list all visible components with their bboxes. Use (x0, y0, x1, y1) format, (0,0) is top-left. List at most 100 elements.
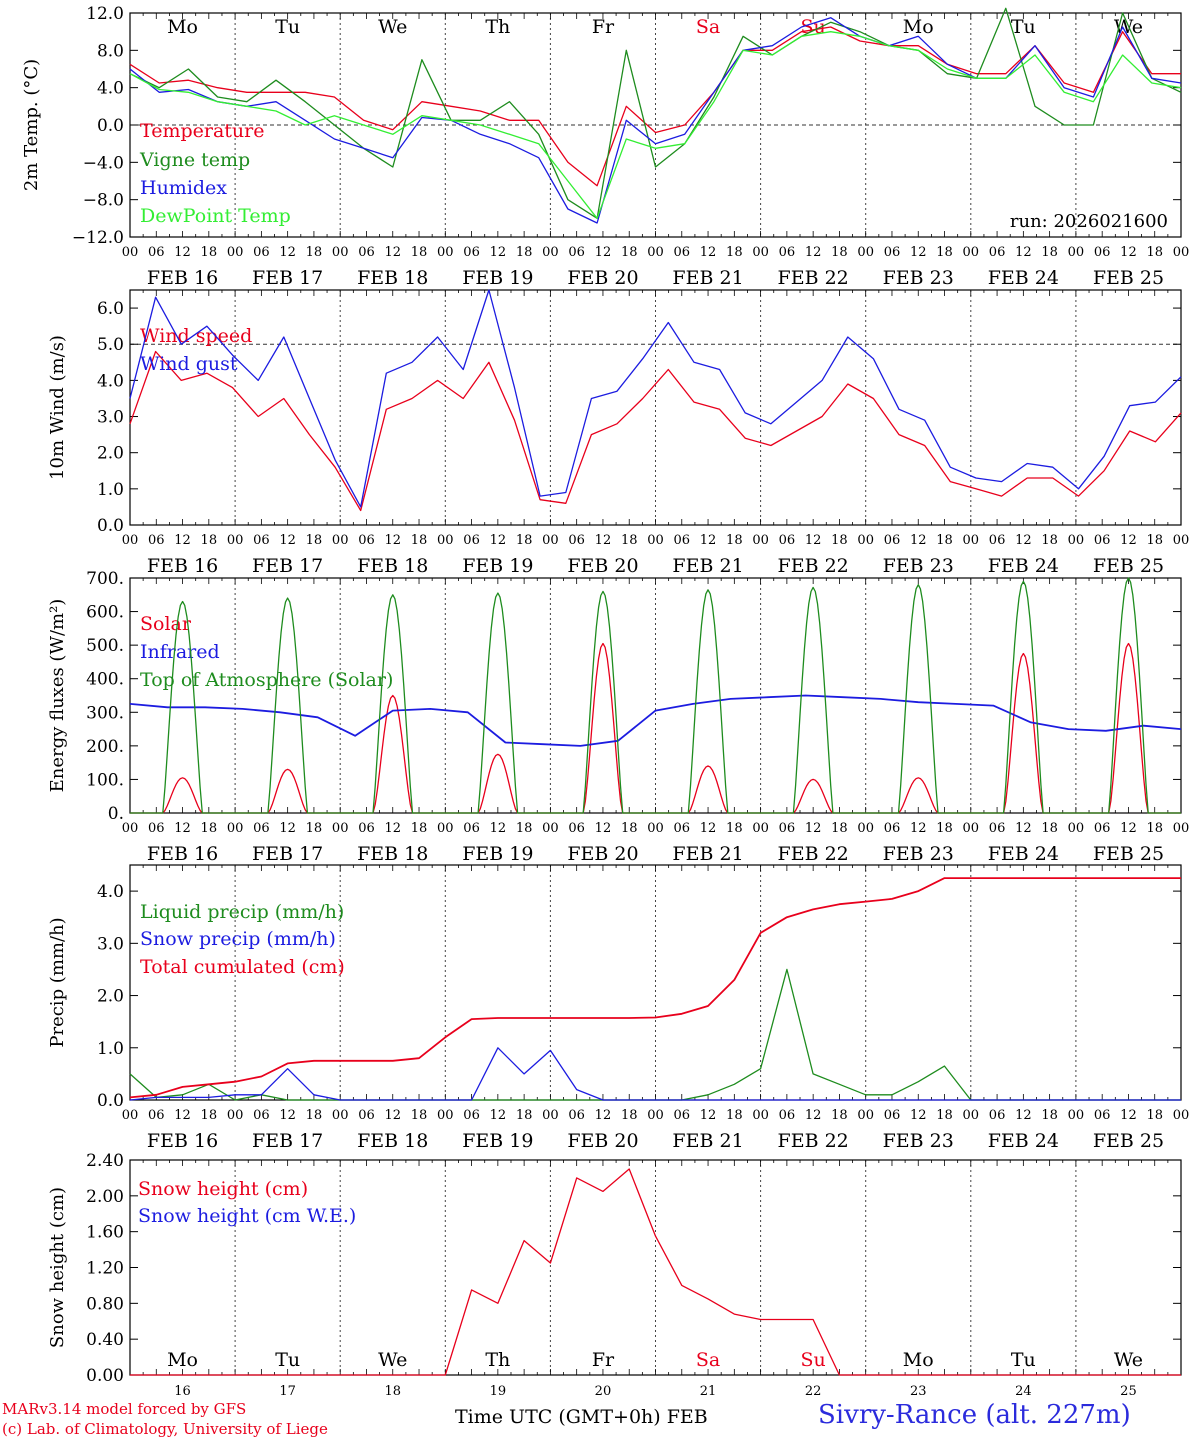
date-label: FEB 19 (462, 267, 533, 289)
hour-tick-label: 06 (358, 821, 375, 836)
date-label: FEB 25 (1093, 1130, 1164, 1152)
weekday-label: Fr (592, 16, 615, 38)
y-tick-label: 0.0 (97, 116, 124, 136)
hour-tick-label: 06 (358, 533, 375, 548)
hour-tick-label: 00 (857, 533, 874, 548)
hour-tick-label: 06 (463, 1108, 480, 1123)
hour-tick-label: 12 (279, 245, 296, 260)
y-tick-label: 300. (86, 703, 124, 723)
hour-tick-label: 00 (542, 821, 559, 836)
series-line-red (129, 350, 1182, 512)
hour-tick-label: 06 (148, 821, 165, 836)
hour-tick-label: 12 (910, 533, 927, 548)
hour-tick-label: 06 (674, 245, 691, 260)
hour-tick-label: 00 (1173, 821, 1190, 836)
y-tick-label: 1.0 (97, 1039, 124, 1059)
hour-tick-label: 06 (148, 1108, 165, 1123)
hour-tick-label: 00 (1068, 533, 1085, 548)
day-number-label: 20 (595, 1384, 612, 1399)
series-line-blue (129, 289, 1182, 508)
series-line-red (129, 877, 1181, 1099)
legend-entry: Infrared (140, 641, 220, 663)
hour-tick-label: 18 (411, 1108, 428, 1123)
hour-tick-label: 18 (201, 245, 218, 260)
day-number-label: 25 (1120, 1384, 1137, 1399)
hour-tick-label: 00 (122, 533, 139, 548)
hour-tick-label: 00 (332, 245, 349, 260)
y-axis-label: 10m Wind (m/s) (47, 335, 68, 480)
hour-tick-label: 00 (752, 1108, 769, 1123)
hour-tick-label: 12 (1015, 533, 1032, 548)
hour-tick-label: 18 (621, 821, 638, 836)
hour-tick-label: 12 (490, 821, 507, 836)
y-tick-label: 0.80 (86, 1294, 124, 1314)
hour-tick-label: 12 (910, 245, 927, 260)
hour-tick-label: 18 (1146, 1108, 1163, 1123)
hour-tick-label: 18 (411, 245, 428, 260)
hour-tick-label: 06 (1094, 821, 1111, 836)
chart-panel-4: 4.0 3.0 2.0 1.0 0.0 Precip (mm/h) 00 06 12 18 FEB … (47, 864, 1189, 1152)
weekday-label: We (1114, 1349, 1143, 1371)
day-number-label: 18 (384, 1384, 401, 1399)
hour-tick-label: 18 (1146, 533, 1163, 548)
hour-tick-label: 00 (227, 1108, 244, 1123)
weekday-label: Tu (275, 1349, 300, 1371)
legend-entry: Humidex (140, 177, 227, 199)
hour-tick-label: 06 (568, 245, 585, 260)
date-label: FEB 16 (147, 267, 218, 289)
y-tick-label: 400. (86, 670, 124, 690)
series-line-lightgreen (129, 31, 1182, 219)
hour-tick-label: 18 (1146, 821, 1163, 836)
hour-tick-label: 00 (227, 245, 244, 260)
hour-tick-label: 00 (963, 245, 980, 260)
hour-tick-label: 18 (1041, 245, 1058, 260)
legend-entry: Total cumulated (cm) (140, 956, 345, 978)
hour-tick-label: 18 (726, 1108, 743, 1123)
date-label: FEB 24 (988, 267, 1059, 289)
y-axis-label: Precip (mm/h) (47, 917, 68, 1047)
hour-tick-label: 18 (306, 245, 323, 260)
y-tick-label: 1.0 (97, 480, 124, 500)
legend-entry: Solar (140, 613, 192, 635)
legend-entry: Wind speed (140, 325, 252, 347)
hour-tick-label: 12 (805, 533, 822, 548)
date-label: FEB 20 (567, 1130, 638, 1152)
date-label: FEB 25 (1093, 843, 1164, 865)
hour-tick-label: 12 (595, 1108, 612, 1123)
date-label: FEB 22 (778, 843, 849, 865)
hour-tick-label: 18 (936, 245, 953, 260)
y-tick-label: 8.0 (97, 41, 124, 61)
chart-panel-2: 6.0 5.0 4.0 3.0 2.0 1.0 0.0 10m Wind (m/s) 00 06 1… (47, 289, 1189, 577)
date-label: FEB 24 (988, 555, 1059, 577)
y-axis-label: Snow height (cm) (47, 1187, 68, 1348)
hour-tick-label: 06 (779, 533, 796, 548)
legend-entry: Wind gust (140, 353, 238, 375)
weekday-label: Tu (1011, 1349, 1036, 1371)
date-label: FEB 25 (1093, 555, 1164, 577)
hour-tick-label: 12 (1120, 533, 1137, 548)
hour-tick-label: 18 (201, 821, 218, 836)
hour-tick-label: 18 (831, 821, 848, 836)
hour-tick-label: 12 (1120, 1108, 1137, 1123)
hour-tick-label: 18 (201, 533, 218, 548)
hour-tick-label: 00 (647, 821, 664, 836)
hour-tick-label: 12 (384, 245, 401, 260)
hour-tick-label: 06 (253, 533, 270, 548)
date-label: FEB 19 (462, 1130, 533, 1152)
hour-tick-label: 18 (621, 245, 638, 260)
date-label: FEB 18 (357, 555, 428, 577)
hour-tick-label: 18 (1041, 533, 1058, 548)
hour-tick-label: 18 (516, 533, 533, 548)
y-tick-label: 3.0 (97, 934, 124, 954)
y-tick-label: 2.0 (97, 987, 124, 1007)
hour-tick-label: 06 (1094, 245, 1111, 260)
date-label: FEB 20 (567, 843, 638, 865)
date-label: FEB 17 (252, 555, 323, 577)
day-number-label: 16 (174, 1384, 191, 1399)
hour-tick-label: 00 (332, 1108, 349, 1123)
date-label: FEB 17 (252, 267, 323, 289)
series-line-green (130, 577, 1181, 814)
date-label: FEB 24 (988, 843, 1059, 865)
hour-tick-label: 12 (1015, 1108, 1032, 1123)
